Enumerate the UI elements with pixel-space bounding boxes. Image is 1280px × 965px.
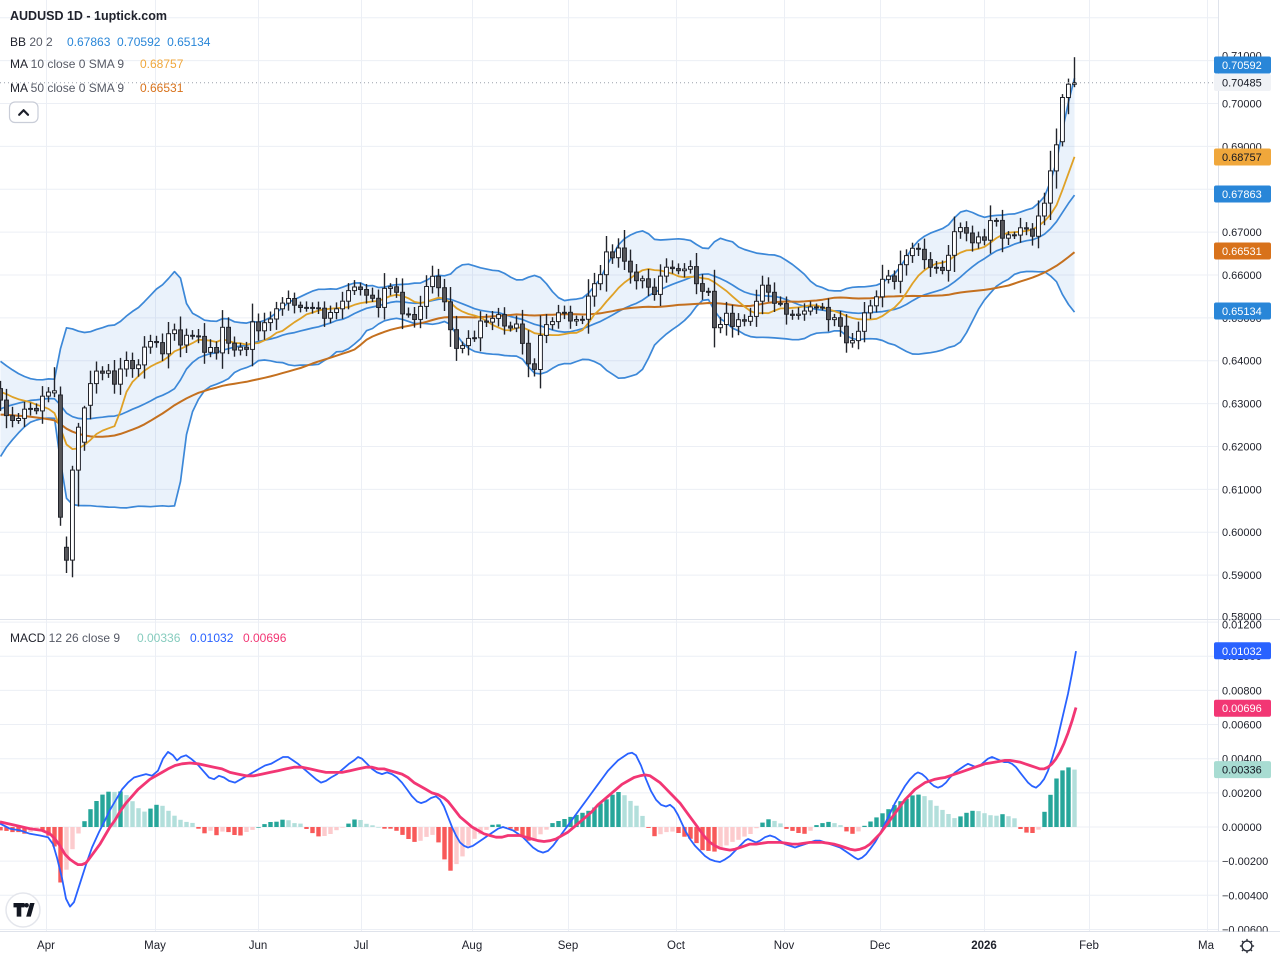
svg-text:Jun: Jun [249,940,268,952]
svg-text:0.66000: 0.66000 [1222,270,1262,282]
svg-text:Jul: Jul [354,940,369,952]
svg-text:0.68757: 0.68757 [140,57,184,71]
svg-text:0.68757: 0.68757 [1222,152,1262,164]
svg-text:0.70485: 0.70485 [1222,78,1262,90]
svg-text:BB 20 2: BB 20 2 [10,35,53,49]
svg-text:0.65134: 0.65134 [1222,306,1262,318]
svg-text:0.64000: 0.64000 [1222,356,1262,368]
svg-text:0.00336: 0.00336 [1222,765,1262,777]
svg-text:0.01200: 0.01200 [1222,620,1262,632]
svg-text:Oct: Oct [667,940,686,952]
svg-text:0.67863: 0.67863 [1222,189,1262,201]
svg-text:Apr: Apr [37,940,55,952]
svg-text:MA 10 close 0 SMA 9: MA 10 close 0 SMA 9 [10,57,124,71]
svg-text:0.00336: 0.00336 [137,631,181,645]
svg-text:0.67863 0.70592 0.65134: 0.67863 0.70592 0.65134 [67,35,211,49]
svg-text:0.00696: 0.00696 [1222,703,1262,715]
svg-text:0.59000: 0.59000 [1222,570,1262,582]
svg-text:Ma: Ma [1198,940,1215,952]
svg-text:MA 50 close 0 SMA 9: MA 50 close 0 SMA 9 [10,81,124,95]
svg-text:Aug: Aug [462,940,482,952]
svg-text:Feb: Feb [1079,940,1099,952]
svg-text:0.00696: 0.00696 [243,631,287,645]
svg-text:Dec: Dec [870,940,891,952]
svg-text:0.60000: 0.60000 [1222,527,1262,539]
svg-text:0.67000: 0.67000 [1222,227,1262,239]
svg-text:−0.00200: −0.00200 [1222,856,1268,868]
svg-text:0.01032: 0.01032 [190,631,234,645]
svg-text:0.66531: 0.66531 [140,81,184,95]
svg-text:0.58000: 0.58000 [1222,612,1262,624]
svg-text:−0.00400: −0.00400 [1222,890,1268,902]
svg-text:0.62000: 0.62000 [1222,442,1262,454]
svg-text:0.70592: 0.70592 [1222,60,1262,72]
svg-text:−0.00600: −0.00600 [1222,925,1268,937]
svg-text:May: May [144,940,166,952]
svg-text:Nov: Nov [774,940,795,952]
svg-text:0.00600: 0.00600 [1222,720,1262,732]
svg-text:0.00200: 0.00200 [1222,788,1262,800]
svg-text:AUDUSD 1D - 1uptick.com: AUDUSD 1D - 1uptick.com [10,9,167,23]
svg-text:2026: 2026 [971,940,997,952]
svg-text:0.63000: 0.63000 [1222,399,1262,411]
svg-text:0.61000: 0.61000 [1222,484,1262,496]
svg-text:0.66531: 0.66531 [1222,246,1262,258]
svg-text:0.00000: 0.00000 [1222,822,1262,834]
svg-text:0.01032: 0.01032 [1222,646,1262,658]
svg-text:Sep: Sep [558,940,578,952]
svg-text:MACD 12 26 close 9: MACD 12 26 close 9 [10,631,120,645]
svg-text:0.70000: 0.70000 [1222,99,1262,111]
svg-text:0.00800: 0.00800 [1222,685,1262,697]
